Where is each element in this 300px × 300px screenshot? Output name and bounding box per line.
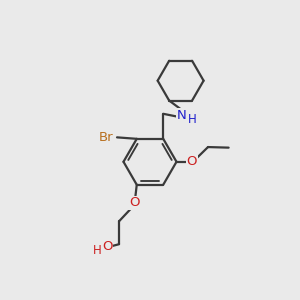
Text: H: H xyxy=(93,244,102,256)
Text: Br: Br xyxy=(99,131,114,144)
Text: O: O xyxy=(129,196,140,209)
Text: O: O xyxy=(187,155,197,168)
Text: H: H xyxy=(188,113,196,126)
Text: N: N xyxy=(177,109,187,122)
Text: O: O xyxy=(102,240,112,253)
